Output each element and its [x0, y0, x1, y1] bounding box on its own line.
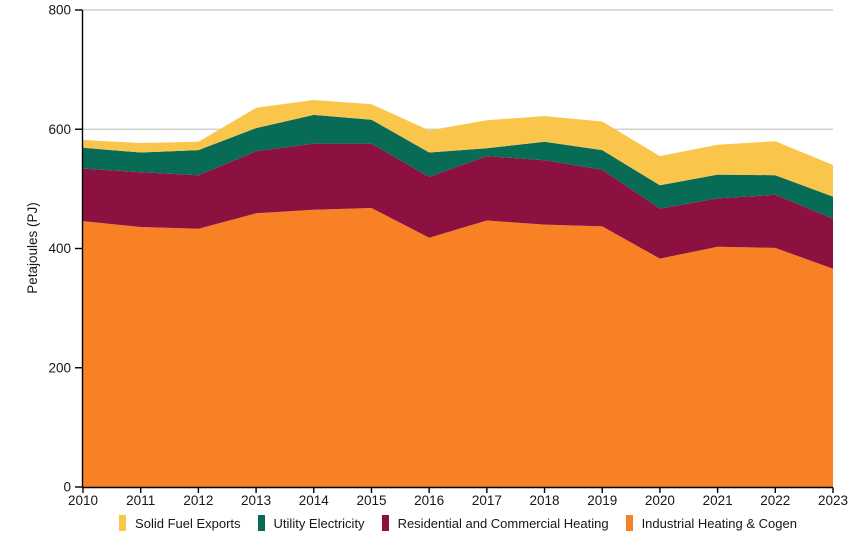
x-tick-label: 2017 [472, 493, 502, 508]
chart-legend: Solid Fuel Exports Utility Electricity Res… [83, 515, 833, 531]
legend-item: Utility Electricity [257, 515, 365, 531]
legend-swatch-icon [625, 515, 633, 531]
legend-item: Industrial Heating & Cogen [625, 515, 797, 531]
x-tick-label: 2018 [530, 493, 560, 508]
legend-label: Residential and Commercial Heating [397, 515, 609, 531]
area-series-solid-fuel-exports [83, 100, 833, 197]
x-tick-label: 2011 [126, 493, 155, 508]
y-tick-label: 800 [48, 3, 71, 18]
legend-swatch-icon [257, 515, 265, 531]
x-tick-label: 2023 [818, 493, 848, 508]
x-tick-label: 2010 [68, 493, 98, 508]
x-tick-label: 2020 [645, 493, 675, 508]
area-series-residential-and-commercial-heating [83, 143, 833, 269]
legend-label: Utility Electricity [273, 515, 365, 531]
legend-item: Residential and Commercial Heating [381, 515, 609, 531]
y-tick-label: 0 [63, 480, 71, 495]
x-tick-label: 2022 [760, 493, 790, 508]
legend-label: Solid Fuel Exports [135, 515, 241, 531]
legend-label: Industrial Heating & Cogen [641, 515, 797, 531]
x-tick-label: 2015 [356, 493, 386, 508]
y-tick-label: 400 [48, 241, 71, 256]
x-tick-label: 2013 [241, 493, 271, 508]
y-tick-label: 600 [48, 122, 71, 137]
legend-swatch-icon [119, 515, 127, 531]
x-tick-label: 2014 [299, 493, 330, 508]
y-tick-label: 200 [48, 360, 71, 375]
legend-item: Solid Fuel Exports [119, 515, 241, 531]
area-series-utility-electricity [83, 114, 833, 219]
x-tick-label: 2012 [183, 493, 213, 508]
x-tick-label: 2021 [703, 493, 733, 508]
x-tick-label: 2016 [414, 493, 444, 508]
y-axis-title: Petajoules (PJ) [25, 202, 40, 294]
x-tick-label: 2019 [587, 493, 617, 508]
legend-swatch-icon [381, 515, 389, 531]
area-series-industrial-heating-cogen [83, 208, 833, 487]
